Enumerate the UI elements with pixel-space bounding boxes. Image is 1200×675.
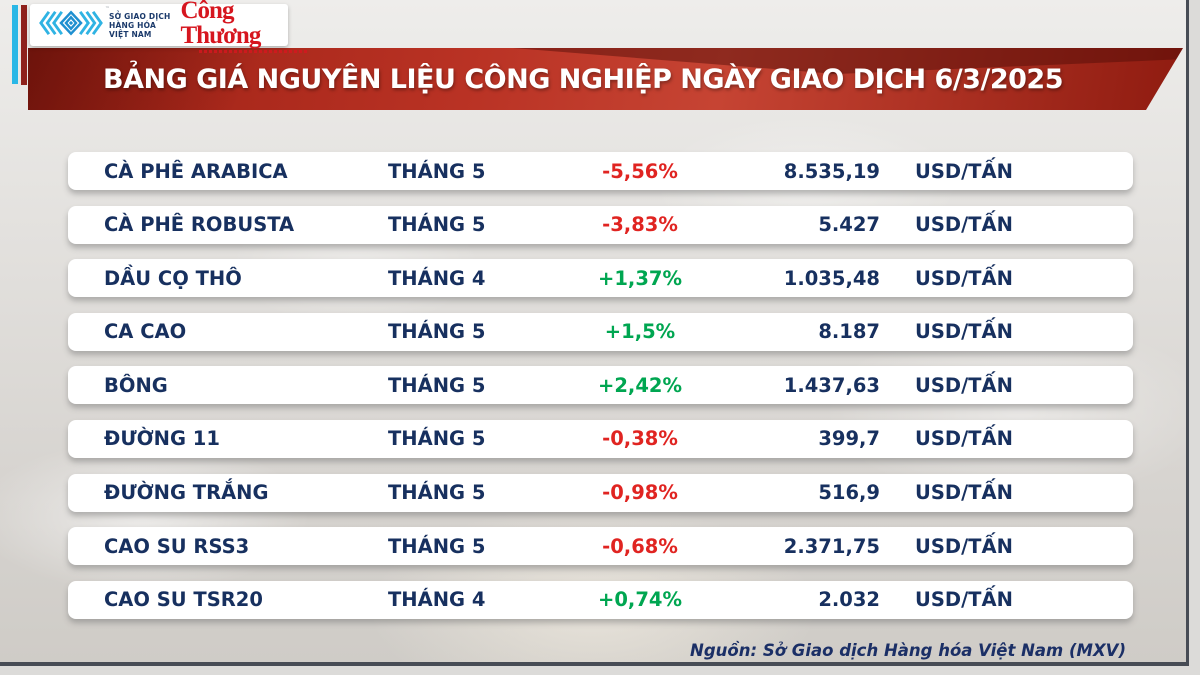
price-unit: USD/TẤN	[915, 213, 1013, 237]
commodity-name: BÔNG	[104, 373, 168, 397]
title-banner: BẢNG GIÁ NGUYÊN LIỆU CÔNG NGHIỆP NGÀY GI…	[28, 48, 1183, 110]
mxv-logo-icon: ™	[38, 6, 110, 41]
price-unit: USD/TẤN	[915, 266, 1013, 290]
contract-month: THÁNG 4	[388, 588, 486, 612]
price-unit: USD/TẤN	[915, 159, 1013, 183]
commodity-name: DẦU CỌ THÔ	[104, 266, 242, 290]
commodity-name: ĐƯỜNG 11	[104, 427, 220, 451]
contract-month: THÁNG 5	[388, 213, 486, 237]
logo-bar: ™ SỞ GIAO DỊCH HÀNG HÓA VIỆT NAM Công Th…	[30, 0, 307, 53]
table-row: ĐƯỜNG TRẮNG THÁNG 5 -0,98% 516,9 USD/TẤN	[68, 473, 1133, 512]
table-row: CA CAO THÁNG 5 +1,5% 8.187 USD/TẤN	[68, 312, 1133, 351]
contract-month: THÁNG 5	[388, 159, 486, 183]
price-value: 1.437,63	[783, 373, 880, 397]
price-value: 1.035,48	[783, 266, 880, 290]
change-percent: -5,56%	[602, 159, 678, 183]
table-row: CÀ PHÊ ARABICA THÁNG 5 -5,56% 8.535,19 U…	[68, 152, 1133, 190]
price-value: 2.032	[818, 588, 880, 612]
trademark-symbol: ™	[105, 6, 110, 12]
table-row: BÔNG THÁNG 5 +2,42% 1.437,63 USD/TẤN	[68, 366, 1133, 405]
change-percent: +1,37%	[598, 266, 682, 290]
congthuong-logo: Công Thương	[171, 0, 307, 53]
infographic-panel: ™ SỞ GIAO DỊCH HÀNG HÓA VIỆT NAM Công Th…	[0, 0, 1189, 666]
price-value: 516,9	[818, 481, 880, 505]
change-percent: -0,38%	[602, 427, 678, 451]
table-row: DẦU CỌ THÔ THÁNG 4 +1,37% 1.035,48 USD/T…	[68, 259, 1133, 298]
contract-month: THÁNG 5	[388, 373, 486, 397]
price-unit: USD/TẤN	[915, 373, 1013, 397]
price-unit: USD/TẤN	[915, 534, 1013, 558]
price-value: 5.427	[818, 213, 880, 237]
contract-month: THÁNG 4	[388, 266, 486, 290]
change-percent: -0,68%	[602, 534, 678, 558]
table-row: CÀ PHÊ ROBUSTA THÁNG 5 -3,83% 5.427 USD/…	[68, 205, 1133, 244]
price-unit: USD/TẤN	[915, 481, 1013, 505]
source-note: Nguồn: Sở Giao dịch Hàng hóa Việt Nam (M…	[690, 641, 1126, 660]
left-accent-stripe-red	[21, 5, 27, 85]
price-unit: USD/TẤN	[915, 427, 1013, 451]
commodity-name: CÀ PHÊ ARABICA	[104, 159, 288, 183]
commodity-name: CA CAO	[104, 320, 187, 344]
left-accent-stripe-cyan	[12, 5, 18, 84]
price-unit: USD/TẤN	[915, 588, 1013, 612]
page-title: BẢNG GIÁ NGUYÊN LIỆU CÔNG NGHIỆP NGÀY GI…	[103, 63, 1063, 95]
contract-month: THÁNG 5	[388, 481, 486, 505]
price-value: 2.371,75	[783, 534, 880, 558]
congthuong-tagline	[198, 49, 307, 53]
price-unit: USD/TẤN	[915, 320, 1013, 344]
change-percent: +0,74%	[598, 588, 682, 612]
contract-month: THÁNG 5	[388, 320, 486, 344]
contract-month: THÁNG 5	[388, 427, 486, 451]
change-percent: +2,42%	[598, 373, 682, 397]
commodity-name: ĐƯỜNG TRẮNG	[104, 481, 269, 505]
mxv-logo-text: SỞ GIAO DỊCH HÀNG HÓA VIỆT NAM	[109, 11, 171, 39]
commodity-name: CAO SU TSR20	[104, 588, 263, 612]
table-row: ĐƯỜNG 11 THÁNG 5 -0,38% 399,7 USD/TẤN	[68, 419, 1133, 458]
change-percent: +1,5%	[604, 320, 676, 344]
commodity-name: CÀ PHÊ ROBUSTA	[104, 213, 295, 237]
price-value: 8.187	[818, 320, 880, 344]
change-percent: -3,83%	[602, 213, 678, 237]
table-row: CAO SU RSS3 THÁNG 5 -0,68% 2.371,75 USD/…	[68, 527, 1133, 566]
price-table: CÀ PHÊ ARABICA THÁNG 5 -5,56% 8.535,19 U…	[68, 152, 1133, 634]
contract-month: THÁNG 5	[388, 534, 486, 558]
table-row: CAO SU TSR20 THÁNG 4 +0,74% 2.032 USD/TẤ…	[68, 580, 1133, 619]
commodity-name: CAO SU RSS3	[104, 534, 250, 558]
price-value: 399,7	[818, 427, 880, 451]
price-value: 8.535,19	[783, 159, 880, 183]
change-percent: -0,98%	[602, 481, 678, 505]
